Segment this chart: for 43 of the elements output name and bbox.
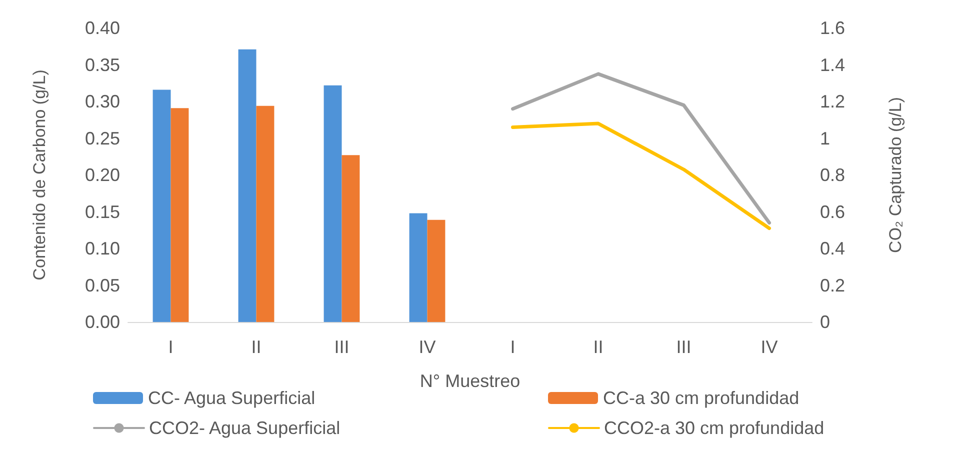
x-tick-label: III <box>676 337 692 357</box>
line-series <box>511 72 771 225</box>
legend-label: CC- Agua Superficial <box>148 388 316 408</box>
y2-tick-label: 1.4 <box>820 54 846 75</box>
x-tick-label: I <box>510 337 516 357</box>
bar <box>152 90 171 322</box>
y2-tick-label: 1.6 <box>820 18 846 38</box>
y-tick-label: 0.35 <box>84 54 120 75</box>
y-tick-label: 0.40 <box>84 18 120 38</box>
bar <box>409 213 428 322</box>
legend-label: CCO2-a 30 cm profundidad <box>604 418 824 438</box>
y-tick-label: 0.10 <box>84 238 120 258</box>
bar <box>427 220 446 322</box>
y2-tick-label: 0 <box>820 312 830 332</box>
y-tick-label: 0.20 <box>84 165 120 185</box>
bar <box>238 49 256 322</box>
y2-tick-label: 1.2 <box>820 92 846 112</box>
x-tick-label: IV <box>418 337 436 357</box>
y2-axis-title: CO₂ Capturado (g/L) <box>886 97 905 253</box>
bar <box>324 85 342 322</box>
y2-tick-label: 1 <box>820 128 830 148</box>
bar <box>170 108 189 322</box>
x-tick-label: II <box>593 337 604 357</box>
y-axis-title: Contenido de Carbono (g/L) <box>30 70 49 280</box>
y-tick-label: 0.00 <box>84 312 120 332</box>
x-axis-title: N° Muestreo <box>420 371 520 391</box>
line-series <box>511 122 771 230</box>
y-tick-label: 0.05 <box>84 275 120 296</box>
y-tick-label: 0.15 <box>84 202 120 222</box>
y2-tick-label: 0.8 <box>820 165 846 185</box>
y2-tick-label: 0.4 <box>820 238 846 258</box>
y-tick-label: 0.25 <box>84 128 120 148</box>
x-tick-label: IV <box>760 337 778 357</box>
x-tick-label: II <box>251 337 262 357</box>
x-tick-label: III <box>334 337 350 357</box>
y2-tick-label: 0.2 <box>820 275 846 296</box>
legend-label: CCO2- Agua Superficial <box>149 418 340 438</box>
y2-tick-label: 0.6 <box>820 202 846 222</box>
legend-label: CC-a 30 cm profundidad <box>603 388 800 408</box>
bar <box>256 106 274 322</box>
bar <box>342 155 360 322</box>
x-tick-label: I <box>168 337 174 357</box>
y-tick-label: 0.30 <box>84 92 120 112</box>
